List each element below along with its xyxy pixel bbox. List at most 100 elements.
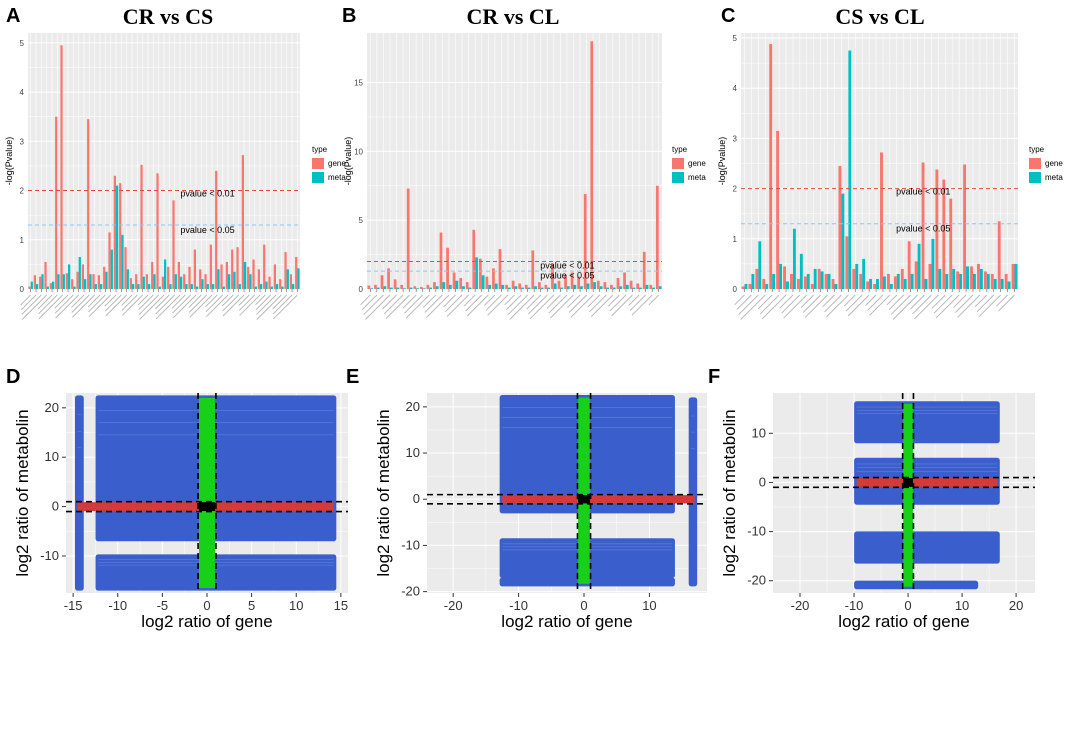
x-tick-label-rotated <box>71 294 90 313</box>
bar-gene <box>459 277 463 289</box>
bar-gene <box>492 268 495 289</box>
x-tick-label-rotated <box>953 294 967 308</box>
bar-gene <box>65 273 68 289</box>
bar-meta <box>286 269 289 289</box>
bar-gene <box>188 266 191 289</box>
bar-gene <box>498 249 502 289</box>
x-tick-label-rotated <box>122 294 143 316</box>
bar-meta <box>625 284 629 289</box>
bar-gene <box>649 284 653 289</box>
bar-meta <box>244 261 247 289</box>
x-tick-label-rotated <box>631 294 653 316</box>
y-tick-label: 0 <box>359 285 364 294</box>
bar-meta <box>174 274 177 289</box>
bar-meta <box>924 278 928 289</box>
bar-meta <box>389 287 393 289</box>
bar-meta <box>862 258 866 289</box>
bar-gene <box>39 276 42 289</box>
bar-meta <box>639 287 642 289</box>
x-tick-label-rotated <box>37 294 53 310</box>
x-tick-label-rotated <box>914 294 939 320</box>
bar-gene <box>279 279 282 289</box>
bar-meta <box>180 276 183 289</box>
scatter-points-green <box>903 403 913 587</box>
bar-meta <box>645 284 649 289</box>
bar-gene <box>748 283 752 289</box>
bar-gene <box>817 268 821 289</box>
bar-gene <box>610 284 613 289</box>
y-tick-label: 1 <box>20 236 25 245</box>
bar-meta <box>73 286 76 289</box>
legend-entry: gene <box>328 159 346 168</box>
bar-gene <box>439 232 443 289</box>
y-tick-label: 0 <box>733 285 738 294</box>
x-tick-label-rotated <box>189 294 213 318</box>
x-tick-label-rotated <box>589 294 607 313</box>
x-tick-label-rotated <box>628 294 640 306</box>
x-tick-label-rotated <box>892 294 918 320</box>
bar-gene <box>177 261 180 289</box>
x-tick-label-rotated <box>361 294 378 311</box>
bar-gene <box>880 152 883 289</box>
x-tick-label-rotated <box>71 294 95 318</box>
x-axis-label: log2 ratio of gene <box>838 612 969 631</box>
bar-gene <box>590 41 594 290</box>
bar-gene <box>762 278 766 289</box>
bar-meta <box>959 273 963 289</box>
bar-meta <box>758 241 762 289</box>
bar-meta <box>903 278 907 289</box>
bar-meta <box>94 284 97 289</box>
x-tick-label-rotated <box>272 294 293 315</box>
bar-gene <box>433 282 436 289</box>
x-tick-label-rotated <box>21 294 47 320</box>
x-tick-label-rotated <box>822 294 835 308</box>
scatter-points-blue <box>75 395 84 591</box>
bar-gene <box>295 257 298 289</box>
bar-meta <box>986 273 990 289</box>
bar-meta <box>876 278 879 289</box>
bar-meta <box>593 282 596 289</box>
threshold-label: pvalue < 0.01 <box>896 187 950 197</box>
bar-gene <box>76 271 79 289</box>
bar-meta <box>813 268 817 289</box>
x-tick-label-rotated <box>205 294 223 313</box>
bar-gene <box>505 284 508 289</box>
bar-gene <box>642 251 646 289</box>
x-tick-label-rotated <box>138 294 159 315</box>
bar-gene <box>810 283 814 289</box>
bar-meta <box>889 283 893 289</box>
bar-meta <box>534 286 537 289</box>
bar-gene <box>119 183 122 289</box>
bar-gene <box>838 166 842 289</box>
x-tick-label-rotated <box>205 294 229 318</box>
scatter-points-green <box>198 397 216 589</box>
bar-meta <box>30 281 33 289</box>
legend-title: type <box>312 145 328 154</box>
scatter-points-red <box>502 495 695 504</box>
bar-gene <box>859 273 863 289</box>
x-tick-label-rotated <box>779 294 794 309</box>
bar-gene <box>81 264 84 289</box>
bar-gene <box>997 221 1001 289</box>
bar-meta <box>869 278 873 289</box>
bar-meta <box>41 274 44 289</box>
y-axis-label: -log(Pvalue) <box>4 137 14 186</box>
plot-area <box>499 395 698 587</box>
x-tick-label-rotated <box>550 294 574 319</box>
bar-meta <box>297 268 300 289</box>
x-tick-label-rotated <box>256 294 277 315</box>
bar-gene <box>367 285 371 289</box>
x-tick-label-rotated <box>382 294 397 310</box>
bar-meta <box>972 273 976 289</box>
bar-gene <box>741 286 745 289</box>
bar-gene <box>478 258 482 289</box>
x-tick-label: -10 <box>108 598 127 613</box>
x-tick-label: 0 <box>580 598 587 613</box>
bar-meta <box>612 287 616 289</box>
legend-swatch-meta <box>1029 172 1041 183</box>
bar-gene <box>942 179 946 289</box>
x-tick-label-rotated <box>484 294 496 306</box>
bar-gene <box>161 276 164 289</box>
y-tick-label: -10 <box>40 548 59 563</box>
